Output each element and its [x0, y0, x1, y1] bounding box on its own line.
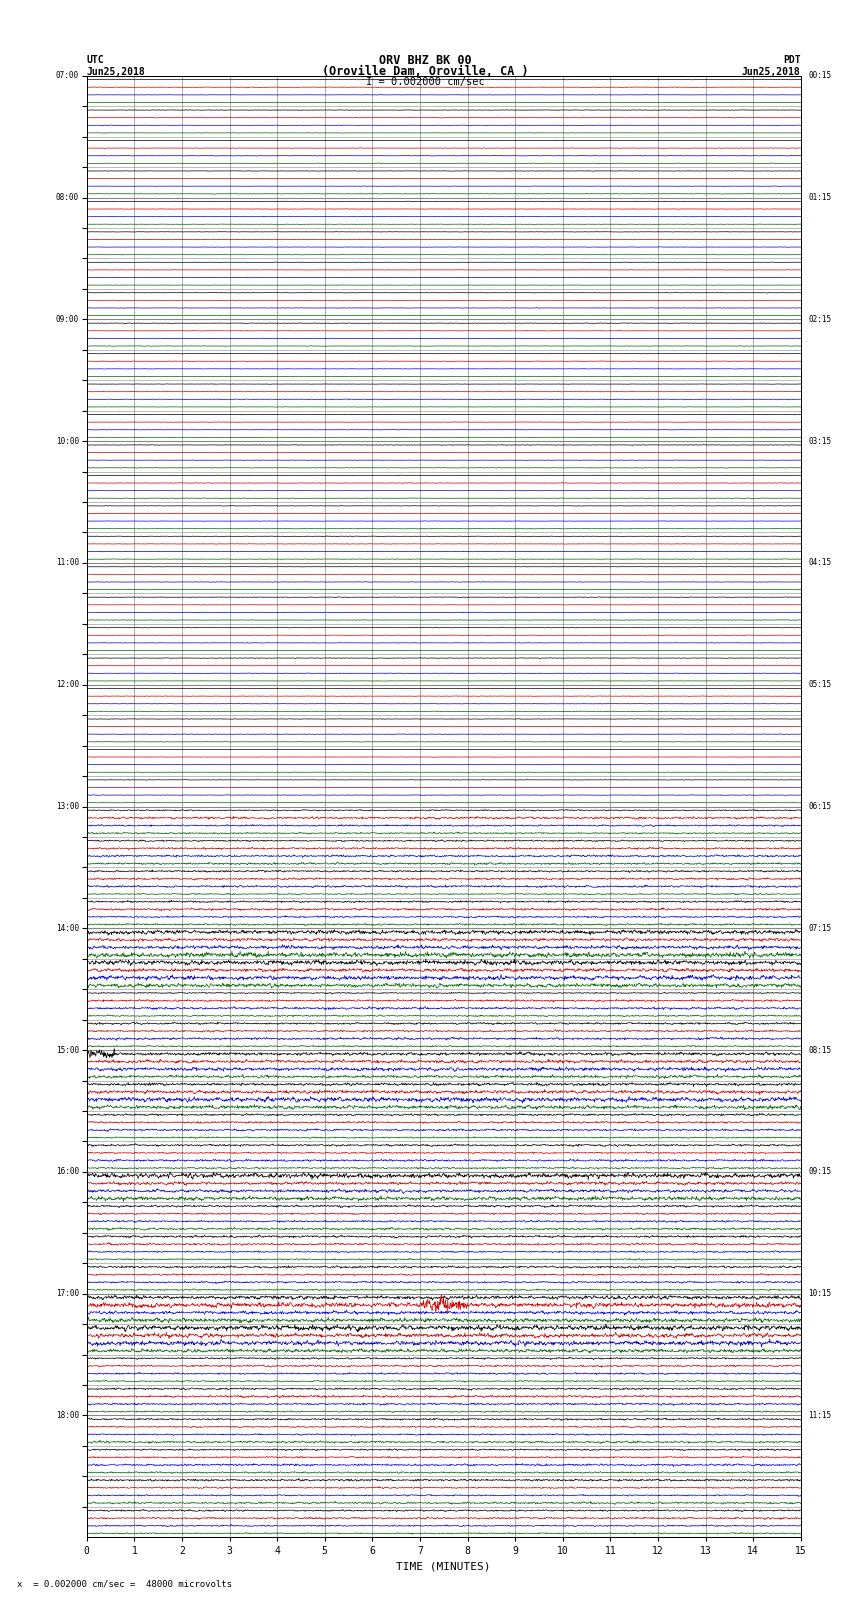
Text: x  = 0.002000 cm/sec =  48000 microvolts: x = 0.002000 cm/sec = 48000 microvolts [17, 1579, 232, 1589]
Text: (Oroville Dam, Oroville, CA ): (Oroville Dam, Oroville, CA ) [321, 65, 529, 79]
X-axis label: TIME (MINUTES): TIME (MINUTES) [396, 1561, 491, 1571]
Text: ORV BHZ BK 00: ORV BHZ BK 00 [379, 53, 471, 68]
Text: I = 0.002000 cm/sec: I = 0.002000 cm/sec [366, 77, 484, 87]
Text: PDT: PDT [783, 55, 801, 66]
Text: Jun25,2018: Jun25,2018 [87, 66, 145, 77]
Text: Jun25,2018: Jun25,2018 [742, 66, 801, 77]
Text: UTC: UTC [87, 55, 105, 66]
